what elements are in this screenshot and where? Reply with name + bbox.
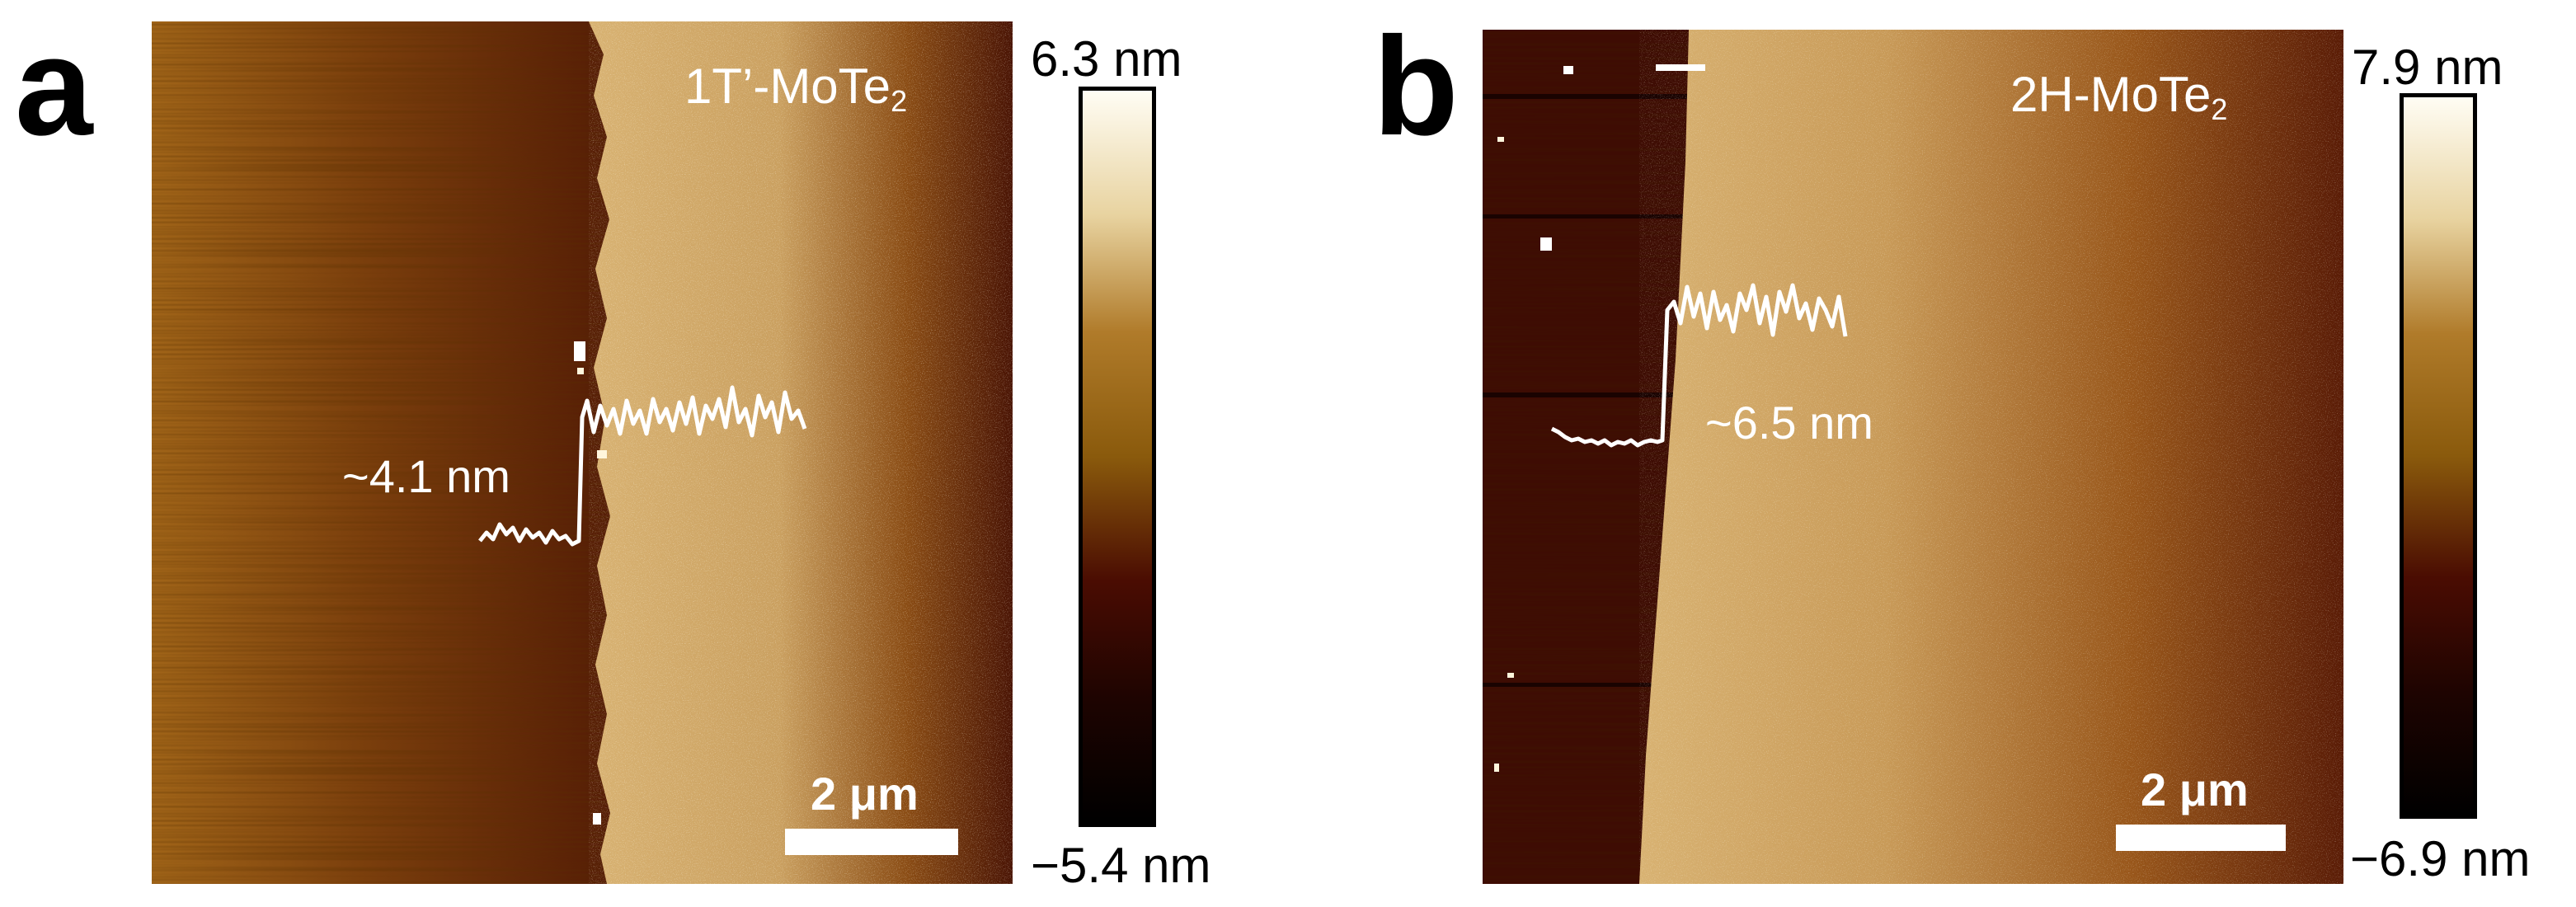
afm-image-b: [1483, 30, 2343, 884]
height-profile-a: [478, 385, 807, 547]
colorbar-min-a: −5.4 nm: [1031, 838, 1211, 893]
step-height-label-b: ~6.5 nm: [1705, 397, 1873, 449]
afm-height-map-a: [152, 21, 1013, 884]
scale-bar-b: [2116, 825, 2286, 851]
afm-image-a: [152, 21, 1013, 884]
material-formula-b: 2H-MoTe: [2010, 67, 2212, 122]
material-label-a: 1T’-MoTe2: [684, 62, 907, 116]
panel-a-label: a: [15, 8, 93, 165]
panel-b-label: b: [1373, 8, 1459, 165]
material-label-b: 2H-MoTe2: [2010, 70, 2227, 125]
material-subscript-b: 2: [2211, 92, 2228, 126]
colorbar-max-a: 6.3 nm: [1031, 31, 1182, 87]
colorbar-a: [1079, 87, 1156, 827]
colorbar-min-b: −6.9 nm: [2350, 831, 2531, 886]
height-profile-b: [1550, 283, 1848, 448]
colorbar-max-b: 7.9 nm: [2352, 40, 2503, 95]
step-height-label-a: ~4.1 nm: [342, 450, 510, 502]
colorbar-b: [2400, 93, 2477, 819]
afm-height-map-b: [1483, 30, 2343, 884]
material-formula-a: 1T’-MoTe: [684, 59, 891, 114]
scale-bar-a: [785, 829, 958, 855]
scale-bar-label-b: 2 μm: [2141, 764, 2249, 815]
material-subscript-a: 2: [891, 84, 908, 118]
scale-bar-label-a: 2 μm: [811, 768, 919, 820]
